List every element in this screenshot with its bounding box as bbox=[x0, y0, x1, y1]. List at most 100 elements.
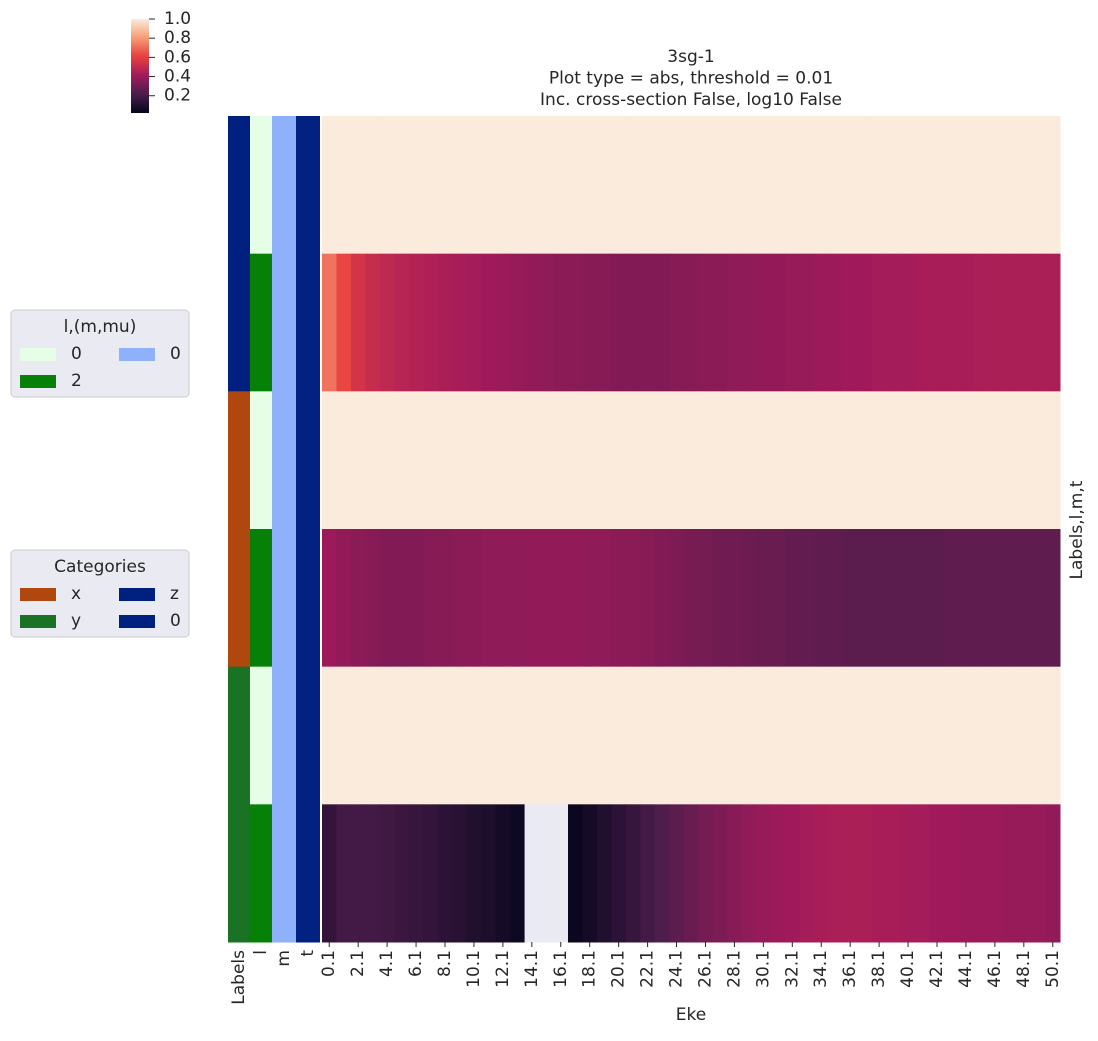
heat-cell bbox=[929, 253, 945, 392]
heat-cell bbox=[785, 253, 801, 392]
heat-cell bbox=[915, 116, 931, 255]
heat-cell bbox=[510, 253, 526, 392]
x-tick-label: 2.1 bbox=[348, 950, 368, 977]
heat-cell bbox=[654, 804, 670, 943]
heat-cell bbox=[741, 116, 757, 255]
heat-cell bbox=[379, 804, 395, 943]
heat-cell bbox=[770, 804, 786, 943]
heat-cell bbox=[683, 666, 699, 805]
heat-cell bbox=[553, 529, 569, 668]
heat-cell bbox=[1031, 253, 1047, 392]
heat-cell bbox=[582, 391, 598, 530]
heat-cell bbox=[857, 804, 873, 943]
heat-cell bbox=[770, 116, 786, 255]
chart-title: 3sg-1 bbox=[667, 47, 714, 67]
heat-cell bbox=[524, 804, 540, 943]
heat-cell bbox=[1002, 253, 1018, 392]
heat-cell bbox=[712, 116, 728, 255]
side-color-label: Labels bbox=[229, 950, 249, 1005]
heat-cell bbox=[582, 253, 598, 392]
colorbar bbox=[131, 19, 149, 113]
heat-cell bbox=[958, 529, 974, 668]
side-color-cell bbox=[250, 529, 272, 668]
heat-cell bbox=[437, 529, 453, 668]
heat-cell bbox=[886, 116, 902, 255]
heat-cell bbox=[698, 253, 714, 392]
legend-label: 0 bbox=[170, 611, 181, 631]
heat-cell bbox=[785, 529, 801, 668]
heat-cell bbox=[481, 253, 497, 392]
heat-cell bbox=[857, 116, 873, 255]
heat-cell bbox=[683, 116, 699, 255]
heat-cell bbox=[365, 116, 381, 255]
heat-cell bbox=[944, 116, 960, 255]
heat-cell bbox=[365, 253, 381, 392]
heat-cell bbox=[379, 253, 395, 392]
heat-cell bbox=[452, 116, 468, 255]
heat-cell bbox=[741, 253, 757, 392]
side-color-cell bbox=[228, 529, 250, 668]
heat-cell bbox=[539, 529, 555, 668]
heat-cell bbox=[1031, 116, 1047, 255]
heat-cell bbox=[336, 666, 352, 805]
heat-cell bbox=[828, 391, 844, 530]
x-tick-label: 16.1 bbox=[551, 950, 571, 988]
heat-cell bbox=[973, 529, 989, 668]
heat-cell bbox=[654, 253, 670, 392]
heat-cell bbox=[350, 529, 366, 668]
heat-cell bbox=[640, 529, 656, 668]
heat-cell bbox=[944, 804, 960, 943]
legend-label: x bbox=[71, 584, 81, 604]
legend-title: Categories bbox=[54, 557, 146, 577]
heat-cell bbox=[842, 253, 858, 392]
heat-cell bbox=[871, 253, 887, 392]
heat-cell bbox=[915, 391, 931, 530]
side-color-label: t bbox=[298, 950, 318, 957]
heat-cell bbox=[625, 116, 641, 255]
legend-label: y bbox=[71, 611, 81, 631]
heat-cell bbox=[495, 116, 511, 255]
heat-cell bbox=[495, 391, 511, 530]
heat-cell bbox=[524, 253, 540, 392]
legend-swatch bbox=[119, 615, 155, 628]
legend-swatch bbox=[20, 615, 56, 628]
heat-cell bbox=[524, 116, 540, 255]
heat-cell bbox=[669, 116, 685, 255]
heat-cell bbox=[596, 529, 612, 668]
heat-cell bbox=[886, 666, 902, 805]
legend-swatch bbox=[20, 588, 56, 601]
heat-cell bbox=[756, 253, 772, 392]
heat-cell bbox=[886, 529, 902, 668]
legend-swatch bbox=[20, 348, 56, 361]
heat-cell bbox=[900, 529, 916, 668]
heat-cell bbox=[495, 253, 511, 392]
heat-cell bbox=[683, 253, 699, 392]
heat-cell bbox=[611, 253, 627, 392]
heat-cell bbox=[799, 116, 815, 255]
heat-cell bbox=[915, 253, 931, 392]
x-tick-label: 34.1 bbox=[811, 950, 831, 988]
heat-cell bbox=[350, 253, 366, 392]
heat-cell bbox=[1045, 666, 1061, 805]
heat-cell bbox=[408, 529, 424, 668]
heat-cell bbox=[596, 391, 612, 530]
side-color-cell bbox=[296, 116, 320, 255]
heat-cell bbox=[322, 116, 337, 255]
heat-cell bbox=[900, 804, 916, 943]
heat-cell bbox=[814, 529, 829, 668]
heat-cell bbox=[452, 253, 468, 392]
heat-cell bbox=[828, 116, 844, 255]
heat-cell bbox=[1031, 391, 1047, 530]
heat-cell bbox=[423, 391, 439, 530]
heat-cell bbox=[741, 666, 757, 805]
x-tick-label: 36.1 bbox=[840, 950, 860, 988]
side-color-label: l bbox=[251, 950, 271, 955]
heat-cell bbox=[958, 253, 974, 392]
heat-cell bbox=[524, 529, 540, 668]
heat-cell bbox=[712, 666, 728, 805]
heat-cell bbox=[842, 116, 858, 255]
x-tick-label: 8.1 bbox=[435, 950, 455, 977]
heat-cell bbox=[987, 666, 1003, 805]
x-tick-label: 40.1 bbox=[898, 950, 918, 988]
heat-cell bbox=[640, 253, 656, 392]
